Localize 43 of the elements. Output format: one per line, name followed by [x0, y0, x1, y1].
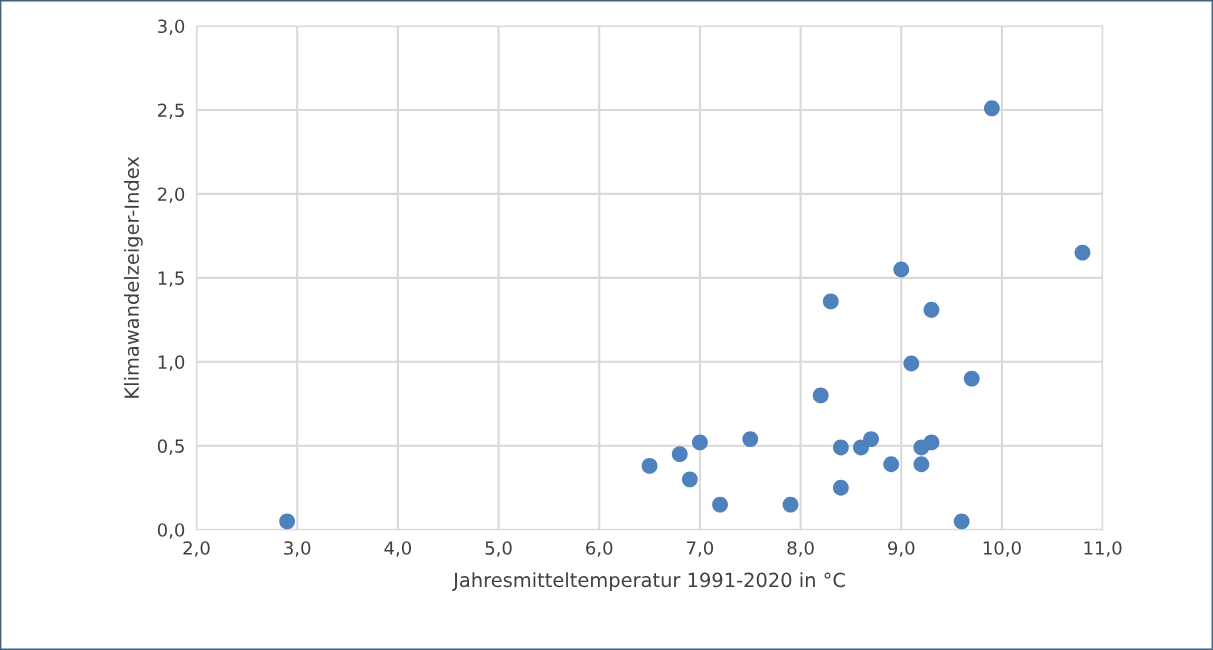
- point: [712, 496, 728, 513]
- x-tick-label: 7,0: [687, 541, 714, 557]
- point: [671, 446, 688, 463]
- point: [822, 293, 839, 310]
- x-tick-label: 8,0: [787, 541, 814, 557]
- y-axis-title: Klimawandelzeiger-Index: [123, 156, 143, 398]
- point: [963, 370, 980, 387]
- point: [853, 439, 869, 456]
- point: [681, 471, 698, 488]
- y-tick-label: 1,0: [158, 355, 185, 371]
- y-tick-label: 0,5: [157, 439, 184, 455]
- x-tick-label: 4,0: [384, 541, 412, 557]
- point: [863, 431, 879, 447]
- x-tick-label: 10,0: [983, 541, 1021, 557]
- point: [923, 434, 940, 451]
- y-tick-label: 3,0: [158, 19, 185, 35]
- point: [883, 456, 900, 473]
- point: [1074, 244, 1091, 261]
- x-tick-label: 5,0: [485, 541, 512, 557]
- point: [832, 479, 849, 496]
- point: [953, 513, 970, 530]
- y-tick-label: 2,0: [158, 187, 185, 203]
- point: [641, 458, 658, 474]
- x-tick-label: 11,0: [1084, 541, 1122, 557]
- x-tick-label: 9,0: [888, 541, 915, 557]
- point: [812, 387, 829, 404]
- x-axis-title: Jahresmitteltemperatur 1991-2020 in °C: [452, 572, 845, 592]
- point: [913, 456, 930, 473]
- x-tick-label: 3,0: [284, 541, 311, 557]
- point: [279, 513, 296, 530]
- y-tick-label: 2,5: [158, 103, 184, 119]
- x-tick-label: 6,0: [586, 541, 613, 557]
- point: [782, 496, 799, 513]
- y-tick-label: 0,0: [157, 523, 185, 539]
- point: [903, 355, 920, 372]
- point: [923, 301, 940, 318]
- y-tick-label: 1,5: [158, 271, 184, 287]
- point: [691, 434, 708, 451]
- x-tick-label: 2,0: [183, 541, 210, 557]
- point: [893, 261, 910, 278]
- point: [832, 439, 849, 456]
- point: [742, 431, 759, 447]
- point: [983, 100, 1000, 117]
